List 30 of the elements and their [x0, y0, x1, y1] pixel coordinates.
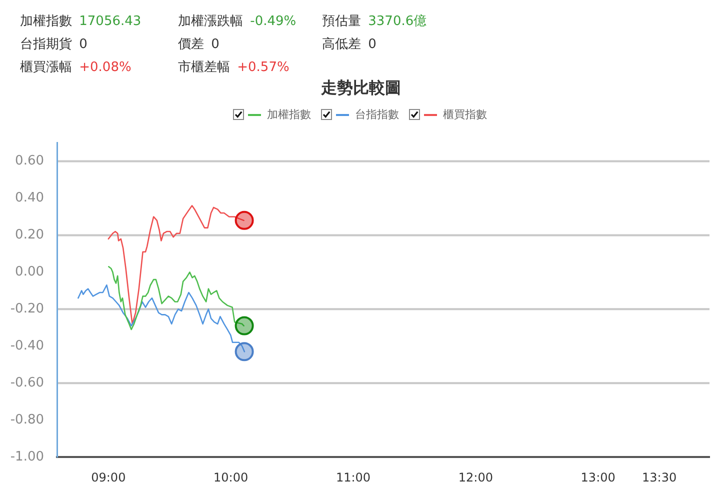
- chart-title: 走勢比較圖: [320, 78, 402, 99]
- x-tick-label: 09:00: [91, 470, 126, 483]
- point: [234, 316, 254, 336]
- y-tick-label: 0.60: [15, 154, 44, 169]
- text: 櫃買漲幅 +0.08%: [20, 60, 132, 75]
- point: [234, 210, 254, 230]
- text: 加權漲跌幅 -0.49%: [178, 14, 296, 29]
- text: 台指期貨 0: [20, 37, 88, 52]
- x-tick-label: 11:00: [336, 470, 371, 483]
- text: 高低差 0: [322, 37, 376, 52]
- y-tick-label: 0.40: [15, 190, 44, 206]
- y-tick-label: -0.40: [10, 338, 44, 354]
- x-tick-label: 12:00: [458, 470, 493, 483]
- y-tick-label: -0.80: [10, 412, 44, 428]
- text: 市櫃差幅 +0.57%: [178, 60, 290, 75]
- legend-label: 加權指數: [267, 107, 311, 122]
- x-tick-label: 10:00: [214, 470, 248, 483]
- text: 價差 0: [178, 37, 220, 52]
- point: [234, 342, 254, 362]
- x-tick-label: 13:30: [642, 470, 677, 483]
- y-tick-label: -0.20: [10, 302, 44, 317]
- text: 加權指數 17056.43: [20, 14, 142, 29]
- y-tick-label: -0.60: [10, 375, 44, 390]
- x-tick-label: 13:00: [580, 470, 616, 483]
- legend-label: 櫃買指數: [443, 107, 487, 122]
- legend-label: 台指指數: [355, 107, 399, 122]
- y-tick-label: -1.00: [10, 449, 44, 464]
- y-tick-label: 0.00: [15, 264, 44, 280]
- y-tick-label: 0.20: [15, 228, 44, 243]
- text: 預估量 3370.6億: [322, 14, 427, 29]
